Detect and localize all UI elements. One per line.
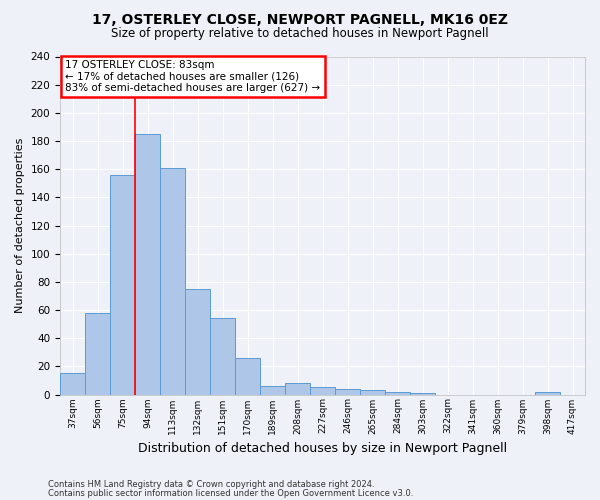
Bar	[385, 392, 410, 394]
Bar	[410, 393, 435, 394]
Bar	[535, 392, 560, 394]
Text: Contains public sector information licensed under the Open Government Licence v3: Contains public sector information licen…	[48, 489, 413, 498]
Bar	[110, 175, 135, 394]
Text: Contains HM Land Registry data © Crown copyright and database right 2024.: Contains HM Land Registry data © Crown c…	[48, 480, 374, 489]
Y-axis label: Number of detached properties: Number of detached properties	[15, 138, 25, 313]
Bar	[310, 388, 335, 394]
Bar	[360, 390, 385, 394]
Text: 17 OSTERLEY CLOSE: 83sqm
← 17% of detached houses are smaller (126)
83% of semi-: 17 OSTERLEY CLOSE: 83sqm ← 17% of detach…	[65, 60, 320, 93]
Bar	[285, 383, 310, 394]
Bar	[210, 318, 235, 394]
Bar	[160, 168, 185, 394]
Bar	[135, 134, 160, 394]
Bar	[235, 358, 260, 395]
Text: 17, OSTERLEY CLOSE, NEWPORT PAGNELL, MK16 0EZ: 17, OSTERLEY CLOSE, NEWPORT PAGNELL, MK1…	[92, 12, 508, 26]
Bar	[85, 313, 110, 394]
Bar	[185, 289, 210, 395]
Bar	[335, 389, 360, 394]
Text: Size of property relative to detached houses in Newport Pagnell: Size of property relative to detached ho…	[111, 28, 489, 40]
Bar	[260, 386, 285, 394]
X-axis label: Distribution of detached houses by size in Newport Pagnell: Distribution of detached houses by size …	[138, 442, 507, 455]
Bar	[60, 374, 85, 394]
